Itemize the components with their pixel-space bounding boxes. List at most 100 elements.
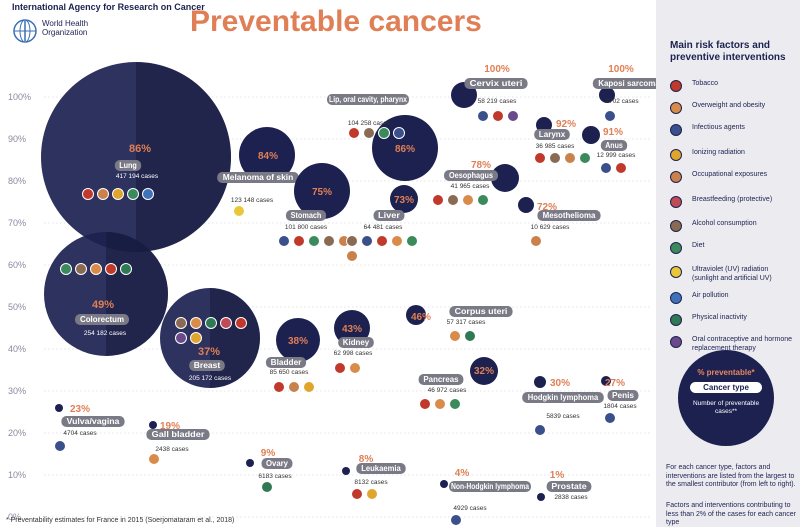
contraceptive-icon — [175, 332, 187, 344]
inactivity-icon — [261, 481, 273, 493]
infectious-icon — [393, 127, 405, 139]
cancer-name-label: Gall bladder — [152, 430, 205, 439]
name-label-bg — [449, 481, 531, 492]
name-label-bg — [607, 390, 639, 401]
cancer-name-label: Melanoma of skin — [223, 173, 294, 182]
name-label-bg — [61, 416, 125, 427]
cancer-name-label: Larynx — [539, 130, 566, 139]
y-tick-label: 0% — [8, 512, 21, 522]
cancer-name-label: Mesothelioma — [543, 211, 596, 220]
percent-label: 46% — [411, 312, 431, 323]
tobacco-icon — [82, 188, 94, 200]
legend-label: Infectious agents — [692, 124, 745, 131]
tobacco-icon — [534, 152, 546, 164]
cases-label: 5839 cases — [546, 413, 580, 420]
alcohol-icon — [363, 127, 375, 139]
air-icon — [142, 188, 154, 200]
name-label-bg — [146, 429, 210, 440]
cancer-name-label: Hodgkin lymphoma — [528, 393, 599, 402]
name-label-bg — [444, 170, 498, 181]
percent-label: 4% — [455, 468, 470, 479]
occupational-icon — [564, 152, 576, 164]
bubble — [55, 404, 63, 412]
tobacco-icon — [348, 127, 360, 139]
name-label-bg — [592, 78, 656, 89]
cases-label: 101 800 cases — [285, 224, 328, 231]
cases-label: 2702 cases — [605, 98, 639, 105]
cancer-name-label: Kidney — [343, 338, 370, 347]
cancer-name-label: Vulva/vagina — [67, 417, 120, 426]
alcohol-icon — [175, 317, 187, 329]
cancer-name-label: Lip, oral cavity, pharynx — [329, 95, 407, 104]
worker-icon — [670, 171, 682, 183]
key-type-label: Cancer type — [690, 382, 762, 393]
tobacco-icon — [376, 235, 388, 247]
air-icon — [670, 292, 682, 304]
y-tick-label: 30% — [8, 386, 26, 396]
bubble-shade — [106, 232, 168, 356]
name-label-bg — [75, 314, 129, 325]
cases-label: 417 194 cases — [116, 173, 159, 180]
infectious-icon — [54, 440, 66, 452]
name-label-bg — [449, 306, 513, 317]
cases-label: 58 219 cases — [478, 98, 517, 105]
bubble — [534, 376, 546, 388]
percent-label: 91% — [603, 127, 623, 138]
percent-label: 9% — [261, 448, 276, 459]
y-tick-label: 70% — [8, 218, 26, 228]
legend-label: Occupational exposures — [692, 171, 768, 178]
who-name: World Health Organization — [42, 19, 89, 37]
virus-icon — [670, 124, 682, 136]
tobacco-icon — [615, 162, 627, 174]
bubble — [582, 126, 600, 144]
cases-label: 8132 cases — [354, 479, 388, 486]
diet-icon — [477, 194, 489, 206]
percent-label: 73% — [394, 195, 414, 206]
legend-title: Main risk factors and preventive interve… — [670, 40, 786, 63]
tobacco-icon — [492, 110, 504, 122]
cases-label: 205 172 cases — [189, 375, 232, 382]
cancer-name-label: Penis — [612, 391, 635, 400]
name-label-bg — [261, 458, 293, 469]
name-label-bg — [338, 337, 374, 348]
cancer-name-label: Prostate — [551, 482, 587, 491]
percent-label: 86% — [129, 143, 151, 155]
inactivity-icon — [670, 314, 682, 326]
tobacco-icon — [273, 381, 285, 393]
radiation-icon — [366, 488, 378, 500]
percent-label: 43% — [342, 324, 362, 335]
cases-label: 57 317 cases — [447, 319, 486, 326]
percent-label: 100% — [608, 64, 634, 75]
cancer-name-label: Ovary — [266, 459, 289, 468]
obesity-icon — [90, 263, 102, 275]
name-label-bg — [600, 140, 628, 151]
percent-label: 100% — [484, 64, 510, 75]
percent-label: 1% — [550, 470, 565, 481]
cancer-name-label: Cervix uteri — [470, 79, 523, 88]
footnote: * Preventability estimates for France in… — [6, 517, 235, 524]
cases-label: 12 999 cases — [597, 152, 636, 159]
cases-label: 1804 cases — [603, 403, 637, 410]
bubble — [470, 357, 498, 385]
percent-label: 38% — [288, 336, 308, 347]
obesity-icon — [462, 194, 474, 206]
percent-label: 19% — [160, 421, 180, 432]
occupational-icon — [346, 250, 358, 262]
bubble — [601, 376, 611, 386]
radiation-icon — [670, 149, 682, 161]
cancer-name-label: Non-Hodgkin lymphoma — [451, 482, 529, 491]
cancer-name-label: Breast — [194, 361, 221, 370]
name-label-bg — [217, 172, 299, 183]
percent-label: 30% — [550, 378, 570, 389]
percent-label: 72% — [537, 202, 557, 213]
bubble — [537, 493, 545, 501]
infectious-icon — [477, 110, 489, 122]
bubble — [342, 467, 350, 475]
bubble-shade — [210, 288, 260, 388]
bubble — [390, 185, 418, 213]
name-label-bg — [373, 210, 405, 221]
cases-label: 6183 cases — [258, 473, 292, 480]
percent-label: 37% — [198, 346, 220, 358]
key-circle: % preventable* Cancer type Number of pre… — [678, 350, 774, 446]
cancer-name-label: Kaposi sarcoma — [598, 79, 656, 88]
